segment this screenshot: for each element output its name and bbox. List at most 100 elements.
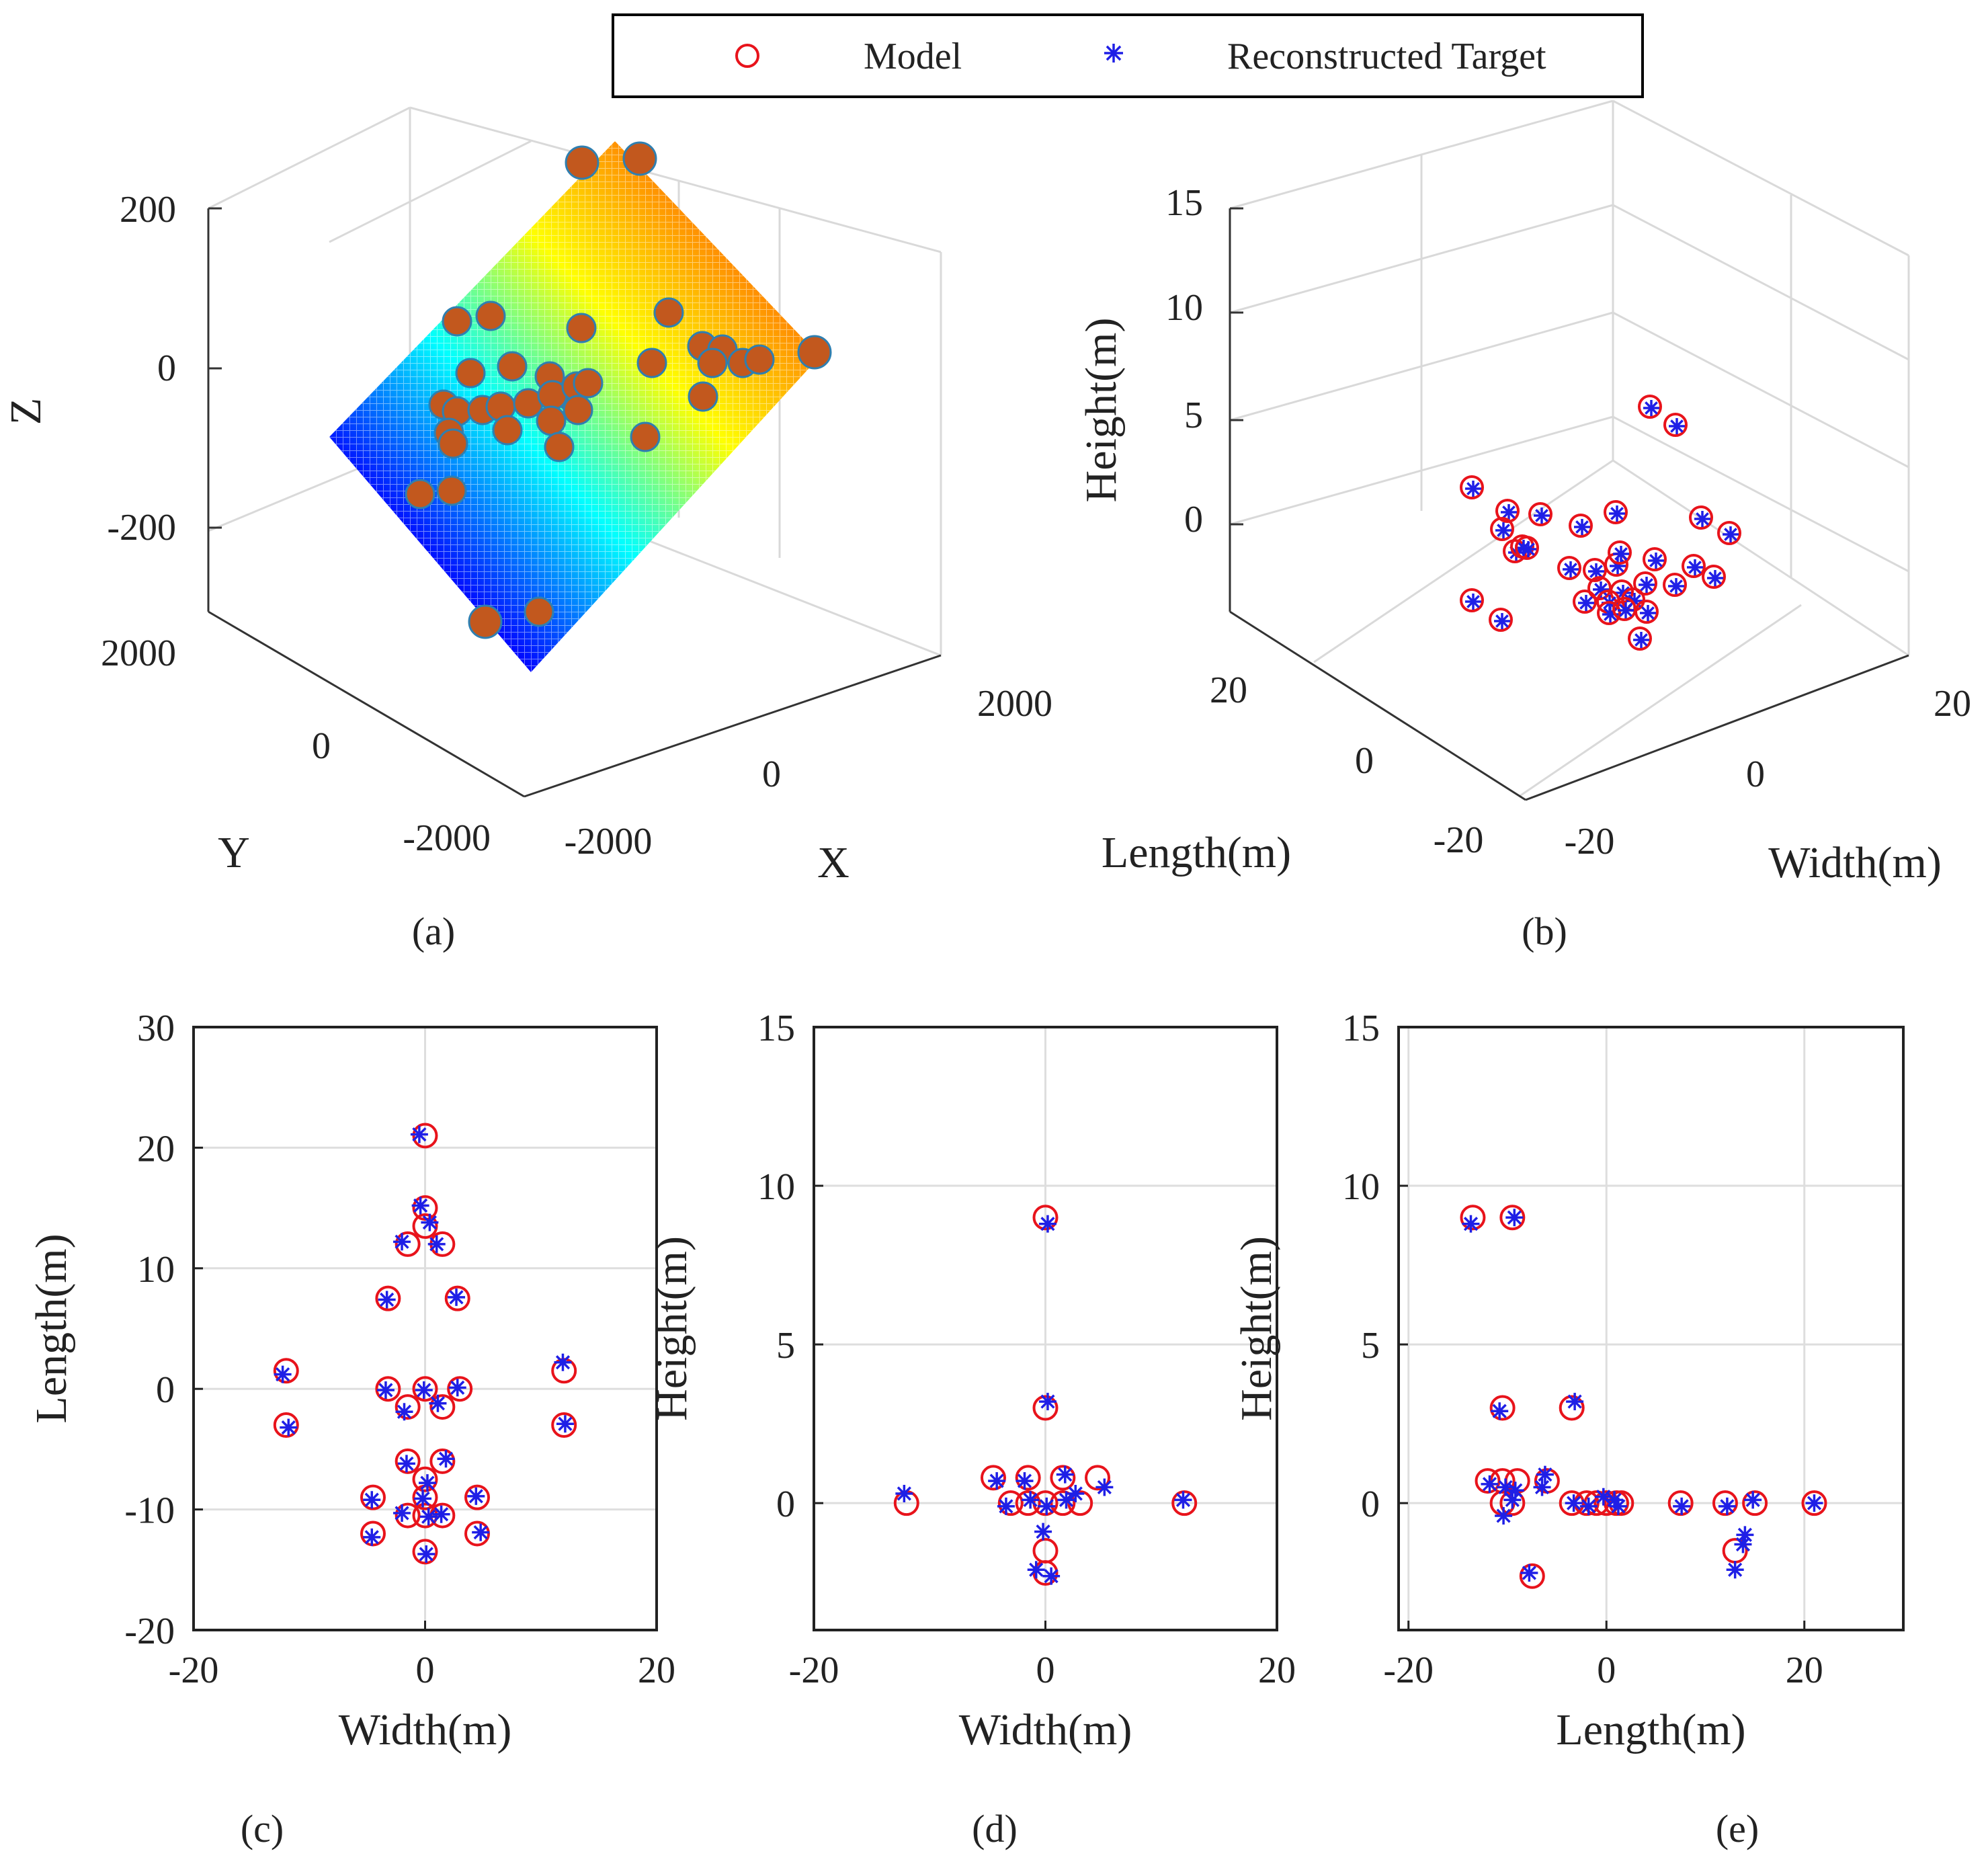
b-target-point: [1687, 559, 1703, 575]
sphere-marker: [544, 432, 575, 462]
c-target-point: [554, 1353, 572, 1371]
b-model-point: [1528, 502, 1552, 526]
x-axis-label: X: [817, 838, 850, 887]
c-target-point: [395, 1403, 413, 1421]
z-tick-0: 0: [157, 348, 176, 389]
d-target-point: [1067, 1484, 1085, 1502]
c-model-point: [551, 1412, 577, 1438]
b-target-point: [1723, 526, 1739, 542]
b-target-point: [1613, 546, 1629, 562]
d-axes-box: [813, 1026, 1278, 1631]
b-model-point: [1633, 571, 1657, 596]
e-target-point: [1505, 1209, 1524, 1227]
e-target-point: [1805, 1494, 1823, 1512]
c-target-point: [393, 1233, 411, 1251]
c-target-point: [448, 1288, 466, 1306]
e-target-point: [1744, 1491, 1762, 1509]
legend: Model Reconstructed Target: [612, 13, 1644, 98]
legend-target-label: Reconstructed Target: [1227, 36, 1546, 77]
sphere-marker: [622, 141, 657, 176]
legend-model-label: Model: [864, 36, 962, 77]
sphere-marker: [566, 313, 597, 343]
caption-d: (d): [972, 1807, 1018, 1851]
z-tick-200: 200: [120, 189, 176, 231]
x-tick-neg2000: -2000: [565, 821, 653, 862]
panel-b-box: [1229, 99, 1910, 798]
legend-model-marker: [735, 44, 759, 68]
b-target-point: [1494, 613, 1510, 629]
b-model-point: [1702, 565, 1726, 589]
c-target-point: [472, 1523, 490, 1541]
b-model-point: [1663, 413, 1688, 437]
b-z-tick-5: 5: [1184, 395, 1203, 436]
b-model-point: [1604, 500, 1628, 524]
b-z-tick-0: 0: [1184, 499, 1203, 540]
b-target-point: [1694, 511, 1710, 527]
e-target-point: [1726, 1561, 1744, 1579]
e-model-point: [1489, 1395, 1516, 1421]
e-ytick-label: 10: [1342, 1166, 1380, 1208]
c-target-point: [437, 1450, 455, 1468]
legend-target-marker: [1104, 44, 1123, 63]
e-target-point: [1533, 1478, 1551, 1496]
e-target-point: [1565, 1494, 1583, 1512]
c-target-point: [432, 1505, 450, 1523]
c-model-point: [444, 1285, 470, 1311]
e-target-point: [1481, 1475, 1499, 1493]
d-ytick-label: 10: [757, 1166, 795, 1208]
c-model-point: [412, 1466, 438, 1492]
d-xtick-label: -20: [789, 1650, 839, 1691]
b-target-point: [1633, 632, 1649, 648]
b-target-point: [1640, 605, 1656, 621]
d-target-point: [895, 1484, 913, 1502]
d-ytick-label: 0: [776, 1484, 795, 1525]
c-ytick-label: 20: [137, 1128, 175, 1170]
e-target-point: [1506, 1481, 1524, 1500]
c-model-point: [412, 1376, 438, 1402]
e-target-point: [1718, 1497, 1736, 1515]
e-axes-box: [1397, 1026, 1905, 1631]
e-model-point: [1519, 1563, 1545, 1589]
b-model-point: [1490, 517, 1514, 541]
d-target-point: [1016, 1472, 1034, 1490]
c-xtick-label: 0: [416, 1650, 435, 1691]
b-target-point: [1669, 418, 1685, 434]
c-target-point: [410, 1125, 428, 1143]
d-target-point: [1056, 1465, 1074, 1484]
e-model-point: [1475, 1468, 1501, 1494]
b-target-point: [1643, 400, 1659, 416]
c-yaxis-label: Length(m): [27, 1233, 76, 1423]
b-target-point: [1465, 481, 1481, 497]
e-xtick-label: 0: [1597, 1650, 1616, 1691]
b-width-tick-neg20: -20: [1565, 821, 1615, 862]
c-target-point: [393, 1504, 411, 1522]
b-model-point: [1612, 597, 1637, 621]
e-xtick-label: -20: [1383, 1650, 1434, 1691]
c-model-point: [395, 1448, 421, 1474]
e-ytick-label: 0: [1361, 1484, 1380, 1525]
e-xtick-label: 20: [1786, 1650, 1823, 1691]
b-z-tick-15: 15: [1165, 182, 1203, 224]
e-model-point: [1499, 1205, 1526, 1231]
d-xaxis-label: Width(m): [959, 1705, 1132, 1754]
c-ytick-label: -10: [124, 1490, 175, 1532]
b-model-point: [1557, 556, 1581, 580]
d-model-point: [1050, 1465, 1076, 1491]
b-model-point: [1573, 590, 1597, 614]
c-target-point: [363, 1528, 381, 1546]
c-target-point: [414, 1490, 432, 1508]
c-model-point: [273, 1358, 299, 1384]
sphere-marker: [653, 297, 684, 328]
sphere-marker: [455, 358, 486, 389]
y-tick-0: 0: [312, 725, 331, 767]
c-xtick-label: 20: [638, 1650, 675, 1691]
d-target-point: [997, 1497, 1015, 1515]
c-model-point: [375, 1376, 401, 1402]
d-model-point: [980, 1465, 1006, 1491]
c-model-point: [375, 1285, 401, 1311]
d-target-point: [1095, 1478, 1114, 1496]
b-model-point: [1587, 576, 1612, 600]
y-axis-label: Y: [218, 828, 250, 877]
b-target-point: [1465, 594, 1481, 610]
b-target-point: [1648, 553, 1664, 569]
